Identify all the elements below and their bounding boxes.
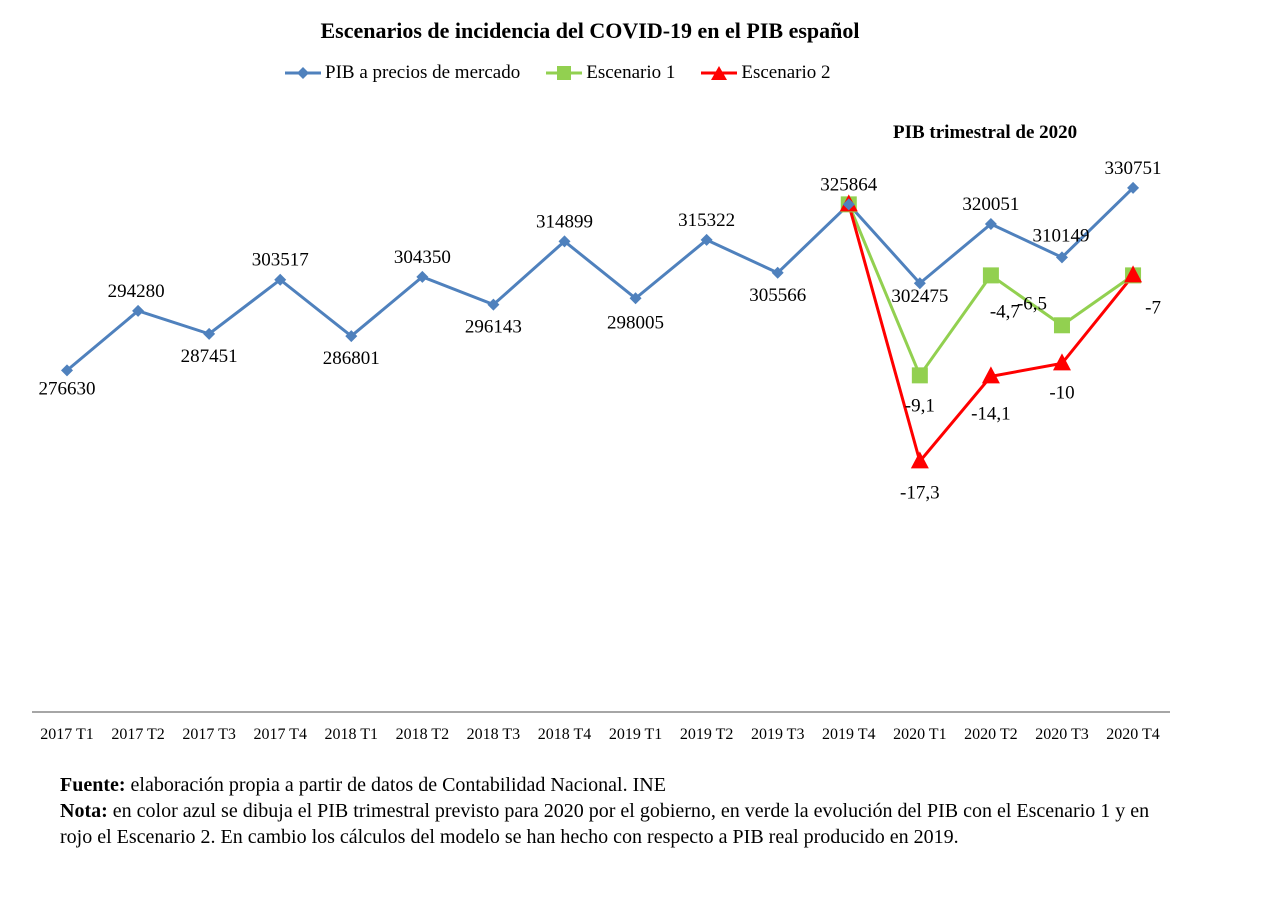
legend-label: PIB a precios de mercado: [325, 62, 521, 83]
data-point-diamond: [416, 270, 429, 283]
x-tick-label: 2020 T1: [893, 726, 946, 743]
data-point-triangle: [1124, 265, 1143, 283]
x-tick-label: 2019 T3: [751, 726, 804, 743]
data-point-square: [982, 267, 999, 284]
chart-subtitle: PIB trimestral de 2020: [893, 122, 1078, 143]
legend-item-pib: PIB a precios de mercado: [285, 62, 520, 84]
data-label: -7: [1145, 297, 1161, 318]
data-point-diamond: [132, 304, 145, 317]
data-point-diamond: [700, 233, 713, 246]
data-point-diamond: [629, 292, 642, 305]
note-text: en color azul se dibuja el PIB trimestra…: [60, 800, 1150, 848]
data-point-diamond: [558, 235, 571, 248]
data-label: 310149: [1032, 225, 1089, 246]
data-label: -17,3: [900, 482, 940, 503]
data-label: 298005: [607, 312, 664, 333]
note: Nota: en color azul se dibuja el PIB tri…: [60, 798, 1180, 850]
legend-item-escenario-1: Escenario 1: [546, 62, 675, 84]
data-label: 325864: [820, 174, 878, 195]
data-label: -14,1: [971, 403, 1011, 424]
data-point-diamond: [274, 273, 287, 286]
x-tick-label: 2018 T4: [538, 726, 591, 743]
data-label: 320051: [962, 194, 1019, 215]
x-tick-label: 2018 T2: [396, 726, 449, 743]
data-label: 304350: [394, 247, 451, 268]
chart-notes: Fuente: elaboración propia a partir de d…: [60, 772, 1180, 850]
x-tick-label: 2020 T4: [1106, 726, 1159, 743]
data-label: 315322: [678, 210, 735, 231]
source-note: Fuente: elaboración propia a partir de d…: [60, 772, 1180, 798]
legend-item-escenario-2: Escenario 2: [701, 62, 831, 84]
data-point-diamond: [771, 266, 784, 279]
source-label: Fuente:: [60, 774, 126, 796]
data-point-diamond: [203, 327, 216, 340]
data-point-diamond: [345, 330, 358, 343]
x-tick-label: 2018 T3: [467, 726, 520, 743]
data-label: -6,5: [1017, 293, 1047, 314]
data-point-triangle: [910, 451, 929, 469]
data-label: 330751: [1105, 158, 1162, 179]
x-tick-label: 2017 T1: [40, 726, 93, 743]
x-tick-label: 2019 T2: [680, 726, 733, 743]
note-label: Nota:: [60, 800, 108, 822]
legend-diamond-icon: [285, 67, 321, 79]
data-label: 276630: [39, 378, 96, 399]
data-label: -4,7: [990, 301, 1020, 322]
series-line-0: [66, 186, 1135, 372]
x-tick-label: 2020 T2: [964, 726, 1017, 743]
data-point-diamond: [1055, 251, 1068, 264]
data-label: 296143: [465, 317, 522, 338]
x-tick-label: 2017 T4: [253, 726, 306, 743]
data-label: 303517: [252, 250, 309, 271]
data-label: -10: [1049, 382, 1074, 403]
data-label: 314899: [536, 211, 593, 232]
x-tick-label: 2017 T2: [111, 726, 164, 743]
data-point-triangle: [1052, 353, 1071, 371]
source-text: elaboración propia a partir de datos de …: [125, 774, 666, 796]
data-point-square: [911, 367, 928, 384]
x-tick-label: 2019 T4: [822, 726, 875, 743]
x-tick-label: 2017 T3: [182, 726, 235, 743]
data-point-diamond: [984, 217, 997, 230]
x-tick-label: 2020 T3: [1035, 726, 1088, 743]
legend-label: Escenario 2: [741, 62, 831, 83]
data-label: 287451: [181, 346, 238, 367]
legend-label: Escenario 1: [586, 62, 676, 83]
legend-triangle-icon: [701, 66, 738, 80]
data-label: -9,1: [905, 395, 935, 416]
data-point-triangle: [981, 366, 1000, 384]
data-label: 286801: [323, 348, 380, 369]
legend-square-icon: [546, 66, 583, 80]
data-point-diamond: [842, 198, 855, 211]
chart-title: Escenarios de incidencia del COVID-19 en…: [320, 18, 860, 43]
data-point-square: [1053, 317, 1070, 334]
x-tick-label: 2019 T1: [609, 726, 662, 743]
data-point-diamond: [1127, 181, 1140, 194]
x-tick-label: 2018 T1: [325, 726, 378, 743]
data-label: 305566: [749, 285, 806, 306]
data-point-diamond: [487, 298, 500, 311]
data-label: 294280: [108, 281, 165, 302]
data-point-diamond: [61, 364, 73, 377]
legend: PIB a precios de mercado Escenario 1 Esc…: [285, 62, 831, 84]
data-point-diamond: [913, 277, 926, 290]
data-label: 302475: [891, 286, 948, 307]
